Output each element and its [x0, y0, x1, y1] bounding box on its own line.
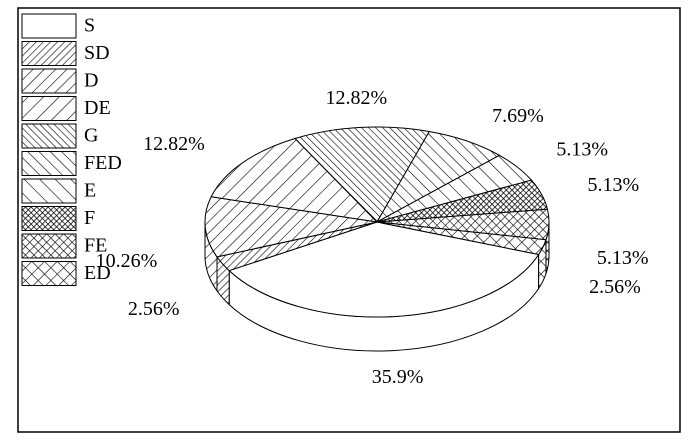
pie-slice — [204, 196, 378, 258]
value-label: 5.13% — [587, 174, 639, 196]
pie-slice — [210, 137, 379, 223]
legend-label: F — [84, 207, 95, 229]
pie-slice — [228, 221, 540, 318]
legend-swatch — [21, 233, 77, 259]
legend-label: S — [84, 15, 95, 37]
legend-swatch — [21, 261, 77, 286]
legend-label: G — [84, 125, 98, 147]
legend-swatch — [21, 151, 77, 176]
legend-label: FED — [84, 152, 122, 174]
pie-slice — [376, 221, 547, 256]
legend-swatch — [21, 41, 77, 66]
legend-label: SD — [84, 42, 110, 64]
legend-swatch — [21, 206, 77, 231]
value-label: 12.82% — [326, 87, 388, 109]
legend-label: DE — [84, 97, 111, 119]
value-label: 35.9% — [372, 366, 424, 388]
legend-swatch — [21, 123, 77, 149]
value-label: 2.56% — [128, 298, 180, 320]
legend-swatch — [21, 68, 77, 94]
legend-label: E — [84, 180, 96, 202]
legend-label: D — [84, 70, 98, 92]
frame — [17, 7, 681, 433]
legend-label: ED — [84, 262, 111, 284]
legend-swatch — [21, 178, 77, 204]
value-label: 2.56% — [589, 276, 641, 298]
value-label: 10.26% — [96, 250, 158, 272]
pie-slice — [294, 126, 431, 223]
legend-label: FE — [84, 235, 107, 257]
legend-swatch — [21, 13, 77, 39]
legend-swatch — [21, 96, 77, 121]
value-label: 12.82% — [143, 133, 205, 155]
value-label: 7.69% — [492, 105, 544, 127]
value-label: 5.13% — [556, 138, 608, 160]
value-label: 5.13% — [597, 247, 649, 269]
